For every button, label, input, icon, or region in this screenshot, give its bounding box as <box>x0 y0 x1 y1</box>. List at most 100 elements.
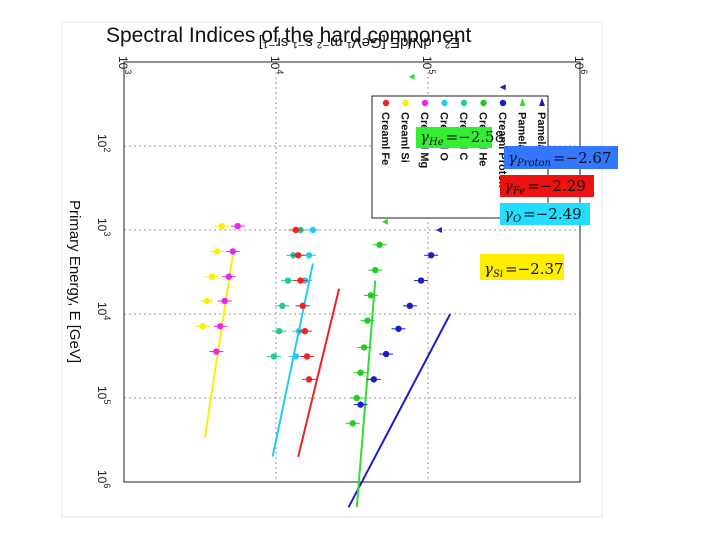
index-value: =−2.49 <box>523 205 582 223</box>
data-point <box>292 353 300 360</box>
legend-marker <box>539 98 545 106</box>
data-point <box>292 226 300 234</box>
y-tick-label: 106 <box>572 56 589 74</box>
data-point <box>428 252 435 259</box>
data-point <box>417 277 425 284</box>
index-label-box <box>504 146 618 169</box>
index-label: γSi =−2.37 <box>484 260 564 280</box>
data-point <box>284 277 292 284</box>
slide-title: Spectral Indices of the hard component <box>106 24 472 47</box>
data-point <box>213 248 221 255</box>
fit-line <box>203 255 234 439</box>
data-point <box>218 222 226 230</box>
index-value: =−2.29 <box>527 177 586 195</box>
data-point <box>213 348 220 355</box>
data-point <box>276 327 283 335</box>
index-symbol: γ <box>504 177 513 195</box>
y-axis-title: E² · dN/dE [GeV¹ m⁻² s⁻¹ sr⁻¹] <box>259 34 460 51</box>
index-symbol: γ <box>420 128 429 146</box>
y-tick-base: 10 <box>116 56 130 70</box>
index-label-box <box>500 175 594 197</box>
legend-marker <box>519 98 526 106</box>
data-point <box>364 317 371 324</box>
x-tick-label: 102 <box>95 134 112 152</box>
data-point <box>221 297 228 305</box>
y-tick-label: 104 <box>268 56 285 74</box>
data-point <box>360 344 368 351</box>
index-label-box <box>480 254 564 280</box>
legend-marker <box>499 99 507 107</box>
data-point <box>217 323 224 330</box>
y-tick-exp: 4 <box>275 69 285 74</box>
data-point <box>353 394 360 402</box>
data-point <box>406 302 414 310</box>
legend-label: Creaml Proton <box>496 112 508 188</box>
legend-marker <box>441 99 448 107</box>
y-tick-base: 10 <box>420 56 434 70</box>
canvas-frame <box>61 21 603 518</box>
data-point <box>357 401 364 408</box>
data-point <box>376 241 383 248</box>
data-point <box>305 376 313 383</box>
legend-marker <box>421 99 429 107</box>
x-tick-base: 10 <box>95 302 109 316</box>
fit-lines <box>203 255 452 508</box>
index-subscript: Fe <box>512 186 525 197</box>
y-tick-base: 10 <box>572 56 586 70</box>
index-subscript: Si <box>493 269 503 280</box>
legend-label: Creaml Si <box>399 112 411 163</box>
index-value: =−2.67 <box>553 149 612 167</box>
data-point <box>357 369 364 376</box>
index-label-box <box>500 203 590 225</box>
index-label: γProton =−2.67 <box>508 149 612 169</box>
data-point <box>301 327 309 335</box>
y-tick-exp: 6 <box>579 69 589 74</box>
fit-line <box>271 263 314 457</box>
data-point <box>303 353 311 360</box>
index-subscript: Proton <box>516 158 551 169</box>
data-point <box>372 266 379 274</box>
x-tick-base: 10 <box>95 218 109 232</box>
data-point <box>203 297 210 305</box>
x-tick-exp: 5 <box>102 399 112 404</box>
x-axis-title: Primary Energy, E [GeV] <box>66 200 83 363</box>
data-point <box>299 302 306 310</box>
data-point <box>367 292 374 299</box>
y-tick-exp: 3 <box>123 69 133 74</box>
plot-frame <box>123 61 581 483</box>
fit-line <box>347 313 452 508</box>
data-point <box>349 420 356 427</box>
index-label-box <box>416 127 492 148</box>
x-tick-label: 106 <box>95 470 112 488</box>
y-tick-exp: 5 <box>427 69 437 74</box>
x-tick-label: 103 <box>95 218 112 236</box>
x-tick-exp: 6 <box>102 483 112 488</box>
data-point <box>199 323 207 330</box>
data-point <box>234 222 241 230</box>
x-tick-exp: 4 <box>102 315 112 320</box>
x-tick-base: 10 <box>95 386 109 400</box>
data-point <box>370 376 378 383</box>
data-point <box>295 252 302 259</box>
legend-marker <box>382 99 390 107</box>
fit-line <box>355 280 377 508</box>
x-tick-label: 104 <box>95 302 112 320</box>
index-value: =−2.58 <box>446 128 505 146</box>
x-tick-label: 105 <box>95 386 112 404</box>
data-point <box>279 302 286 310</box>
data-point <box>395 325 402 332</box>
index-symbol: γ <box>484 260 493 278</box>
x-tick-exp: 3 <box>102 231 112 236</box>
legend-marker <box>460 99 468 107</box>
data-point <box>382 350 390 358</box>
y-tick-label: 103 <box>116 56 133 74</box>
legend-label: Creaml Fe <box>379 112 391 165</box>
x-tick-base: 10 <box>95 134 109 148</box>
data-point <box>225 273 233 280</box>
index-value: =−2.37 <box>505 260 564 278</box>
y-tick-base: 10 <box>268 56 282 70</box>
y-tick-label: 105 <box>420 56 437 74</box>
index-symbol: γ <box>504 205 513 223</box>
legend-marker <box>402 99 409 107</box>
